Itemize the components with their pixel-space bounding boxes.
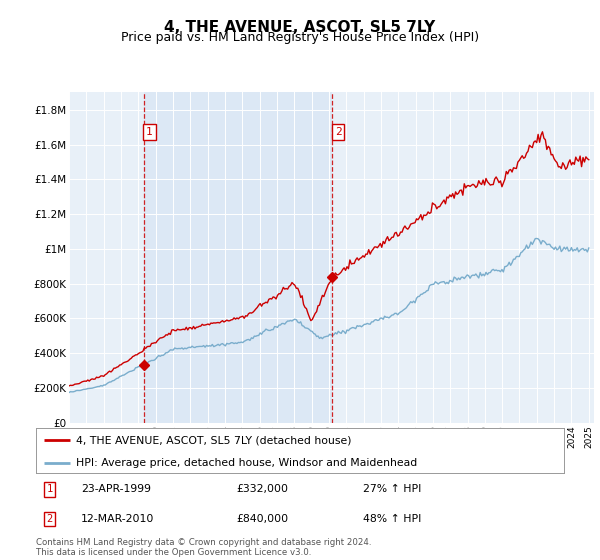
Text: 2: 2: [47, 514, 53, 524]
Text: 2: 2: [335, 127, 342, 137]
Text: £332,000: £332,000: [236, 484, 289, 494]
Bar: [143, 92, 332, 423]
Text: 27% ↑ HPI: 27% ↑ HPI: [364, 484, 422, 494]
Text: 23-APR-1999: 23-APR-1999: [81, 484, 151, 494]
Text: 12-MAR-2010: 12-MAR-2010: [81, 514, 154, 524]
Text: 4, THE AVENUE, ASCOT, SL5 7LY (detached house): 4, THE AVENUE, ASCOT, SL5 7LY (detached …: [76, 436, 351, 446]
Text: 1: 1: [146, 127, 153, 137]
Text: 4, THE AVENUE, ASCOT, SL5 7LY: 4, THE AVENUE, ASCOT, SL5 7LY: [164, 20, 436, 35]
Text: Price paid vs. HM Land Registry's House Price Index (HPI): Price paid vs. HM Land Registry's House …: [121, 31, 479, 44]
Text: £840,000: £840,000: [236, 514, 289, 524]
Text: 48% ↑ HPI: 48% ↑ HPI: [364, 514, 422, 524]
Text: Contains HM Land Registry data © Crown copyright and database right 2024.
This d: Contains HM Land Registry data © Crown c…: [36, 538, 371, 557]
Text: HPI: Average price, detached house, Windsor and Maidenhead: HPI: Average price, detached house, Wind…: [76, 458, 417, 468]
Text: 1: 1: [47, 484, 53, 494]
